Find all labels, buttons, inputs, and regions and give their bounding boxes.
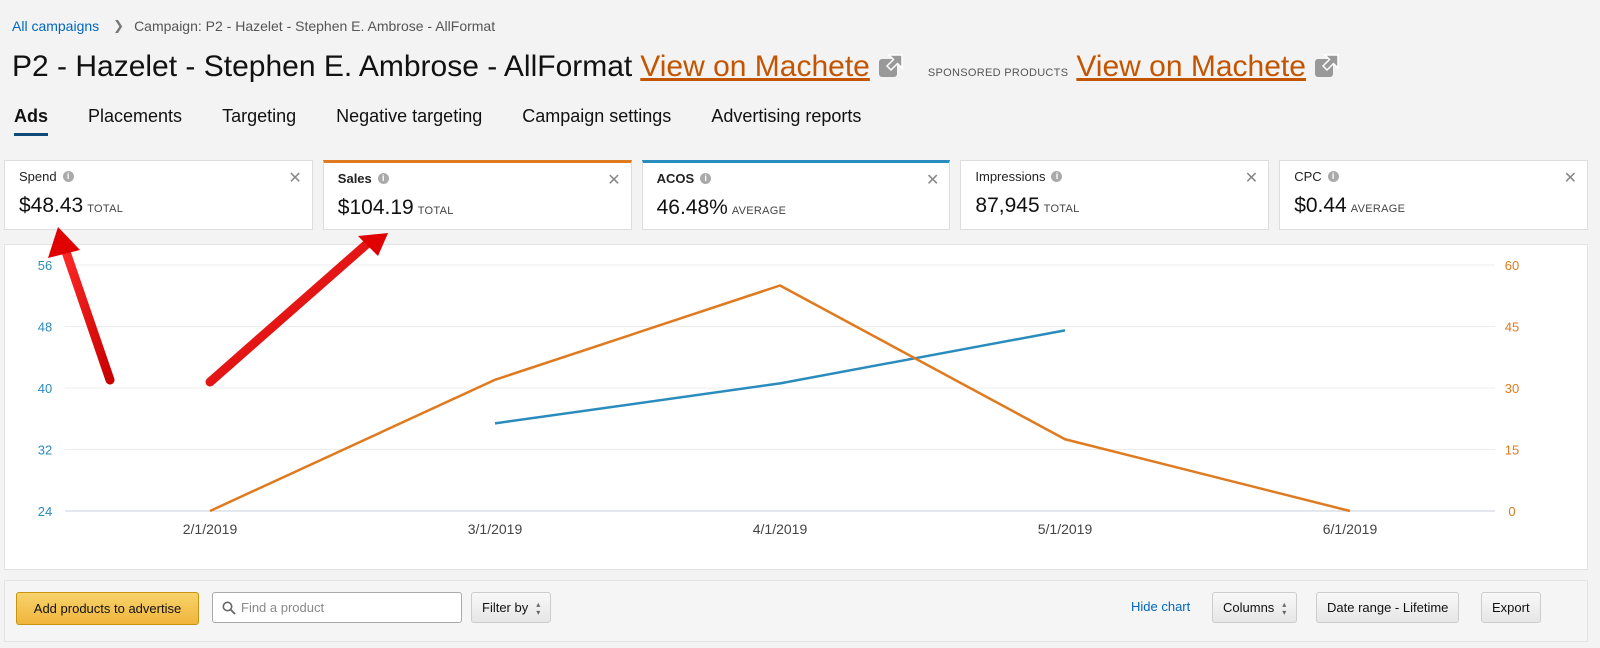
tab-placements[interactable]: Placements: [88, 106, 183, 126]
chevron-right-icon: ❯: [113, 18, 125, 33]
metric-suffix: TOTAL: [87, 203, 124, 215]
x-tick-label: 4/1/2019: [753, 521, 808, 537]
acos-series-line: [494, 329, 1066, 425]
metric-value: 46.48%: [656, 196, 728, 219]
metric-suffix: AVERAGE: [731, 205, 787, 217]
page-title: P2 - Hazelet - Stephen E. Ambrose - AllF…: [12, 50, 633, 83]
info-icon[interactable]: i: [62, 171, 74, 182]
y-right-tick-label: 0: [1508, 504, 1515, 519]
filter-by-button[interactable]: Filter by ▴ ▾: [471, 592, 552, 623]
sponsored-products-label: SPONSORED PRODUCTS: [927, 67, 1069, 79]
y-right-tick-label: 30: [1505, 381, 1519, 396]
metric-value: $0.44: [1294, 194, 1347, 217]
tab-ads[interactable]: Ads: [14, 106, 49, 136]
metric-label: Spend: [19, 169, 57, 184]
metric-card-cpc[interactable]: CPC i ✕ $0.44 AVERAGE: [1279, 160, 1588, 230]
export-button[interactable]: Export: [1481, 592, 1541, 623]
sort-caret-icon: ▴ ▾: [1282, 599, 1287, 617]
tab-advertising-reports[interactable]: Advertising reports: [711, 106, 862, 126]
metric-card-spend[interactable]: Spend i ✕ $48.43 TOTAL: [4, 160, 313, 230]
y-right-tick-label: 15: [1505, 443, 1519, 458]
info-icon[interactable]: i: [1051, 171, 1063, 182]
y-right-tick-label: 45: [1505, 320, 1519, 335]
hide-chart-link[interactable]: Hide chart: [1131, 599, 1191, 614]
line-chart: 24 32 40 48 56 0 15 30 45 60 2/1/2019 3/1/2019 4/1/2…: [38, 258, 1519, 537]
external-link-icon[interactable]: [1314, 53, 1340, 79]
y-left-tick-label: 56: [38, 258, 52, 273]
metric-label: CPC: [1294, 169, 1322, 184]
title-row: P2 - Hazelet - Stephen E. Ambrose - AllF…: [12, 50, 1340, 84]
sales-series-line: [209, 284, 1351, 513]
sort-caret-icon: ▴ ▾: [536, 599, 541, 617]
close-icon[interactable]: ✕: [925, 172, 940, 189]
metric-label: ACOS: [656, 171, 695, 186]
tab-bar: Ads Placements Targeting Negative target…: [14, 106, 901, 136]
breadcrumb-current: Campaign: P2 - Hazelet - Stephen E. Ambr…: [134, 18, 496, 34]
metric-label: Sales: [337, 171, 372, 186]
y-left-tick-label: 40: [38, 381, 52, 396]
close-icon[interactable]: ✕: [1563, 170, 1577, 187]
metric-suffix: AVERAGE: [1350, 203, 1406, 215]
tab-campaign-settings[interactable]: Campaign settings: [522, 106, 672, 126]
metric-label: Impressions: [975, 169, 1046, 184]
view-on-machete-link-2[interactable]: View on Machete: [1076, 50, 1306, 83]
metric-value: $104.19: [337, 196, 414, 219]
search-input[interactable]: [241, 593, 457, 622]
metric-card-impressions[interactable]: Impressions i ✕ 87,945 TOTAL: [960, 160, 1270, 230]
close-icon[interactable]: ✕: [288, 170, 302, 187]
add-products-button[interactable]: Add products to advertise: [16, 592, 199, 625]
y-right-tick-label: 60: [1505, 258, 1519, 273]
performance-chart: 24 32 40 48 56 0 15 30 45 60 2/1/2019 3/1/2019 4/1/2…: [4, 244, 1588, 570]
tab-negative-targeting[interactable]: Negative targeting: [336, 106, 483, 126]
metric-value: $48.43: [19, 194, 84, 217]
date-range-button[interactable]: Date range - Lifetime: [1316, 592, 1460, 623]
info-icon[interactable]: i: [1327, 171, 1339, 182]
close-icon[interactable]: ✕: [607, 172, 621, 189]
x-tick-label: 2/1/2019: [183, 521, 238, 537]
metric-value: 87,945: [975, 194, 1040, 217]
info-icon[interactable]: i: [700, 173, 712, 184]
filter-by-label: Filter by: [482, 600, 529, 615]
search-icon: [222, 601, 236, 615]
tab-targeting[interactable]: Targeting: [222, 106, 297, 126]
metric-card-acos[interactable]: ACOS i ✕ 46.48% AVERAGE: [641, 160, 951, 230]
metric-suffix: TOTAL: [1043, 203, 1080, 215]
breadcrumb: All campaigns ❯ Campaign: P2 - Hazelet -…: [12, 18, 495, 34]
breadcrumb-all-campaigns[interactable]: All campaigns: [12, 18, 100, 34]
close-icon[interactable]: ✕: [1244, 170, 1259, 187]
x-tick-label: 3/1/2019: [468, 521, 523, 537]
table-toolbar: Add products to advertise Filter by ▴▾ Hi…: [4, 580, 1588, 642]
x-tick-label: 5/1/2019: [1038, 521, 1093, 537]
y-left-tick-label: 24: [38, 504, 52, 519]
y-left-tick-label: 48: [38, 320, 52, 335]
external-link-icon[interactable]: [878, 53, 904, 79]
columns-label: Columns: [1223, 600, 1275, 615]
view-on-machete-link-1[interactable]: View on Machete: [640, 50, 870, 83]
x-tick-label: 6/1/2019: [1323, 521, 1378, 537]
metric-suffix: TOTAL: [417, 205, 454, 217]
y-left-tick-label: 32: [38, 443, 52, 458]
info-icon[interactable]: i: [377, 173, 389, 184]
search-box[interactable]: [212, 592, 462, 623]
metric-card-sales[interactable]: Sales i ✕ $104.19 TOTAL: [322, 160, 632, 230]
columns-button[interactable]: Columns ▴ ▾: [1212, 592, 1298, 623]
metric-cards: Spend i ✕ $48.43 TOTAL Sales i ✕ $104.19 TOT…: [4, 160, 1588, 230]
